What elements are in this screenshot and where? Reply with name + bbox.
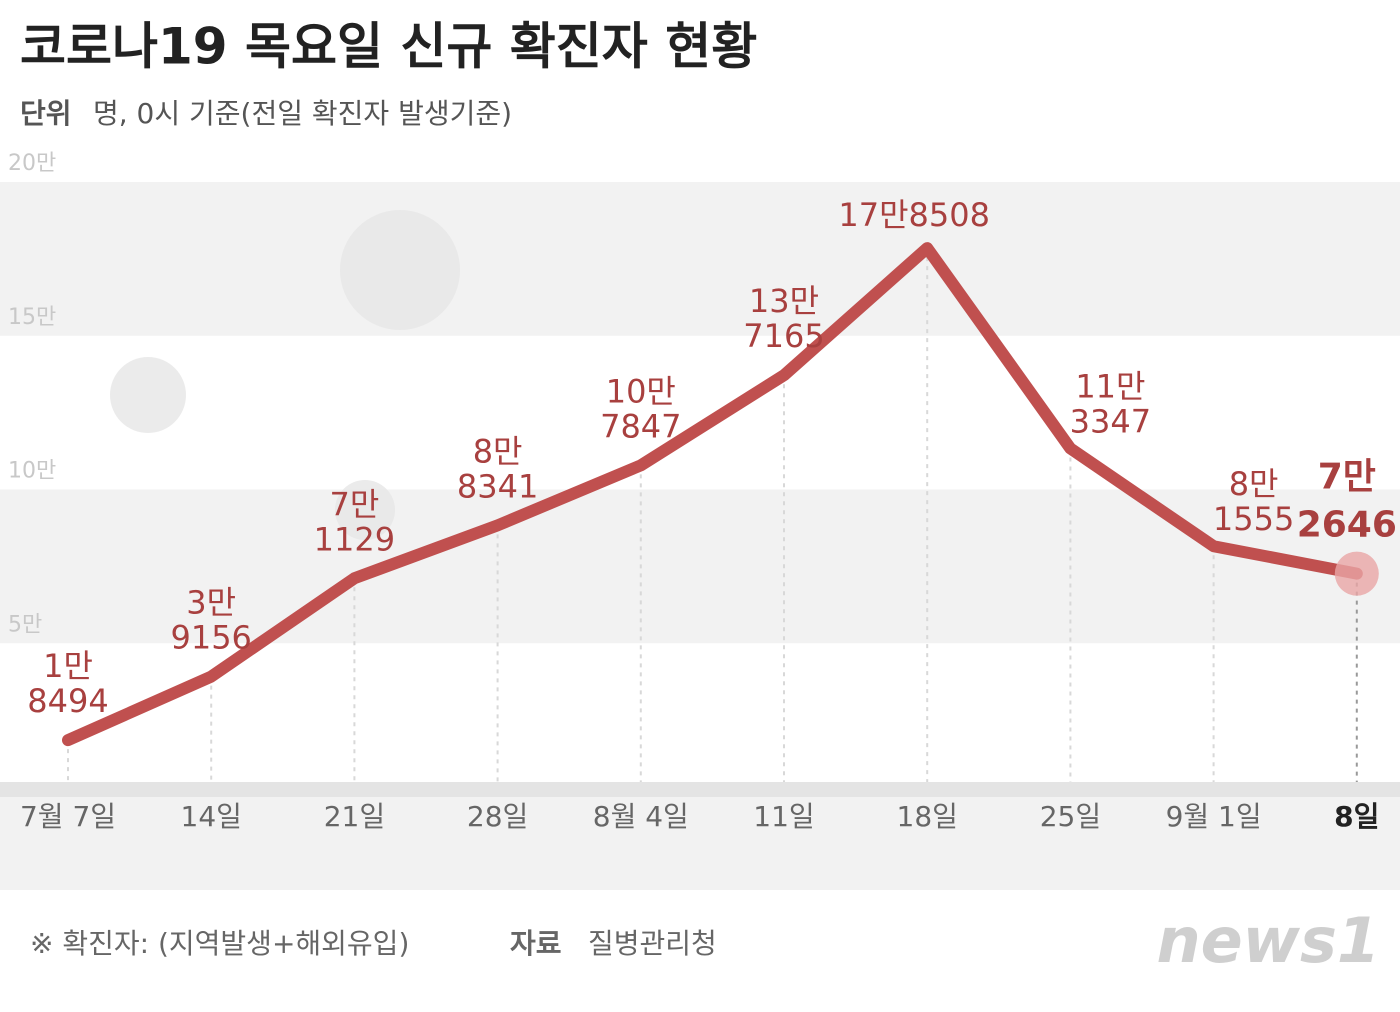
data-label: 7만 [1318,457,1376,498]
data-label: 2646 [1297,505,1397,546]
data-label: 10만 [606,372,676,410]
data-label: 11만 [1075,367,1145,405]
y-tick-label: 5만 [8,612,42,637]
subtitle: 명, 0시 기준(전일 확진자 발생기준) [93,97,512,130]
x-axis-panel [0,797,1400,890]
note: ※ 확진자: (지역발생+해외유입) [30,927,409,960]
x-tick-label: 8월 4일 [593,800,689,833]
y-tick-label: 15만 [8,305,56,330]
data-label: 1129 [314,520,395,558]
data-label: 7847 [600,407,681,445]
subtitle-label: 단위 [20,97,72,130]
data-label: 8341 [457,467,538,505]
x-tick-label: 11일 [753,800,814,833]
data-label: 7만 [329,485,379,523]
data-label: 1만 [43,647,93,685]
data-label: 9156 [170,619,251,657]
line [62,242,1363,747]
data-label: 8만 [1229,465,1279,503]
x-tick-label: 25일 [1040,800,1101,833]
logo: news1 [1156,904,1380,977]
y-tick-label: 10만 [8,459,56,484]
data-label: 7165 [743,317,824,355]
data-label: 1555 [1213,500,1294,538]
data-label: 3만 [186,584,236,622]
source-label: 자료 [510,927,562,960]
virus-decoration [110,210,460,540]
x-tick-label: 9월 1일 [1166,800,1262,833]
x-tick-label: 7월 7일 [20,800,116,833]
x-tick-label: 21일 [324,800,385,833]
data-label: 17만8508 [838,196,990,234]
data-label: 3347 [1070,402,1151,440]
grid-band [0,182,1400,336]
chart-title: 코로나19 목요일 신규 확진자 현황 [20,18,757,76]
x-tick-label: 18일 [897,800,958,833]
data-label: 8494 [27,682,108,720]
source: 질병관리청 [588,927,717,960]
highlight-point [1334,551,1379,596]
y-tick-label: 20만 [8,151,56,176]
data-label: 13만 [749,282,819,320]
x-tick-label: 8일 [1334,800,1379,833]
x-tick-label: 14일 [181,800,242,833]
x-tick-label: 28일 [467,800,528,833]
x-axis-line [0,782,1400,797]
data-label: 8만 [473,432,523,470]
